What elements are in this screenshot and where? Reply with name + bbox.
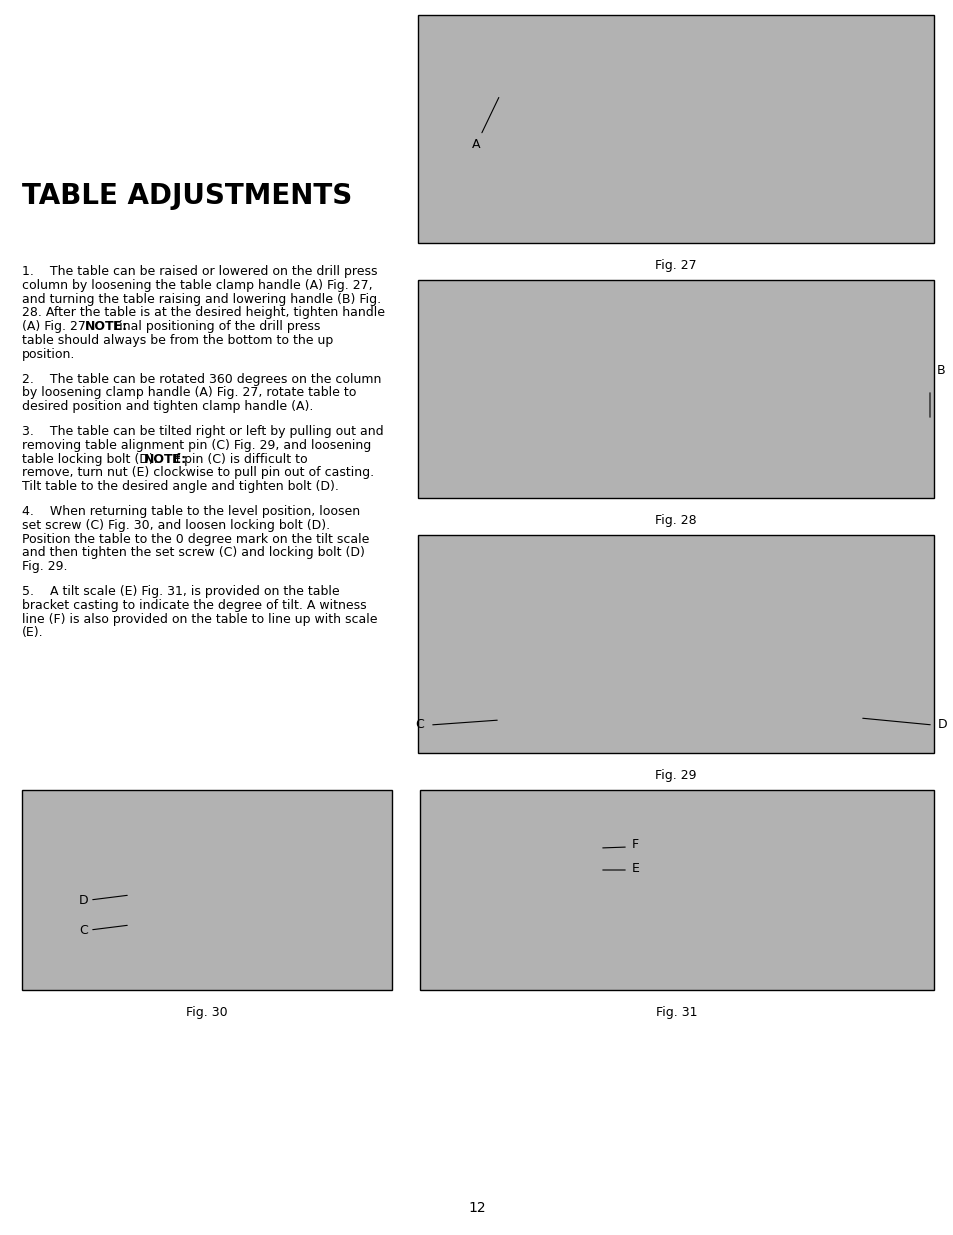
- Text: Tilt table to the desired angle and tighten bolt (D).: Tilt table to the desired angle and tigh…: [22, 480, 338, 493]
- Text: column by loosening the table clamp handle (A) Fig. 27,: column by loosening the table clamp hand…: [22, 279, 373, 291]
- Text: 1.    The table can be raised or lowered on the drill press: 1. The table can be raised or lowered on…: [22, 266, 377, 278]
- Text: NOTE:: NOTE:: [143, 452, 187, 466]
- Text: bracket casting to indicate the degree of tilt. A witness: bracket casting to indicate the degree o…: [22, 599, 366, 611]
- Text: If pin (C) is difficult to: If pin (C) is difficult to: [168, 452, 307, 466]
- Text: Final positioning of the drill press: Final positioning of the drill press: [110, 320, 320, 333]
- Text: B: B: [936, 363, 944, 377]
- Text: Position the table to the 0 degree mark on the tilt scale: Position the table to the 0 degree mark …: [22, 532, 369, 546]
- Text: (A) Fig. 27.: (A) Fig. 27.: [22, 320, 93, 333]
- Text: and then tighten the set screw (C) and locking bolt (D): and then tighten the set screw (C) and l…: [22, 546, 364, 559]
- Text: 3.    The table can be tilted right or left by pulling out and: 3. The table can be tilted right or left…: [22, 425, 383, 438]
- Text: Fig. 29: Fig. 29: [655, 769, 696, 782]
- Text: 2.    The table can be rotated 360 degrees on the column: 2. The table can be rotated 360 degrees …: [22, 373, 381, 385]
- Text: C: C: [415, 719, 423, 731]
- Text: Fig. 29.: Fig. 29.: [22, 561, 68, 573]
- Text: (E).: (E).: [22, 626, 44, 640]
- Text: TABLE ADJUSTMENTS: TABLE ADJUSTMENTS: [22, 182, 352, 210]
- Text: 5.    A tilt scale (E) Fig. 31, is provided on the table: 5. A tilt scale (E) Fig. 31, is provided…: [22, 585, 339, 598]
- Text: C: C: [79, 924, 88, 936]
- Text: set screw (C) Fig. 30, and loosen locking bolt (D).: set screw (C) Fig. 30, and loosen lockin…: [22, 519, 330, 532]
- Text: 28. After the table is at the desired height, tighten handle: 28. After the table is at the desired he…: [22, 306, 385, 320]
- Text: E: E: [631, 862, 639, 874]
- Bar: [22, 790, 392, 990]
- Text: and turning the table raising and lowering handle (B) Fig.: and turning the table raising and loweri…: [22, 293, 381, 305]
- Text: 12: 12: [468, 1200, 485, 1215]
- Text: Fig. 28: Fig. 28: [655, 514, 696, 527]
- Text: desired position and tighten clamp handle (A).: desired position and tighten clamp handl…: [22, 400, 313, 414]
- Bar: [417, 15, 933, 243]
- Text: Fig. 30: Fig. 30: [186, 1007, 228, 1019]
- Text: D: D: [78, 893, 88, 906]
- Bar: [417, 535, 933, 753]
- Text: remove, turn nut (E) clockwise to pull pin out of casting.: remove, turn nut (E) clockwise to pull p…: [22, 467, 374, 479]
- Text: F: F: [631, 839, 639, 851]
- Text: D: D: [937, 719, 946, 731]
- Text: NOTE:: NOTE:: [85, 320, 128, 333]
- Text: position.: position.: [22, 348, 75, 361]
- Text: 4.    When returning table to the level position, loosen: 4. When returning table to the level pos…: [22, 505, 359, 517]
- Bar: [419, 790, 933, 990]
- Text: table should always be from the bottom to the up: table should always be from the bottom t…: [22, 333, 333, 347]
- Text: A: A: [472, 98, 498, 151]
- Text: line (F) is also provided on the table to line up with scale: line (F) is also provided on the table t…: [22, 613, 377, 626]
- Text: Fig. 31: Fig. 31: [656, 1007, 697, 1019]
- Text: Fig. 27: Fig. 27: [655, 259, 696, 272]
- Text: removing table alignment pin (C) Fig. 29, and loosening: removing table alignment pin (C) Fig. 29…: [22, 438, 371, 452]
- Bar: [417, 280, 933, 498]
- Text: table locking bolt (D).: table locking bolt (D).: [22, 452, 166, 466]
- Text: by loosening clamp handle (A) Fig. 27, rotate table to: by loosening clamp handle (A) Fig. 27, r…: [22, 387, 356, 399]
